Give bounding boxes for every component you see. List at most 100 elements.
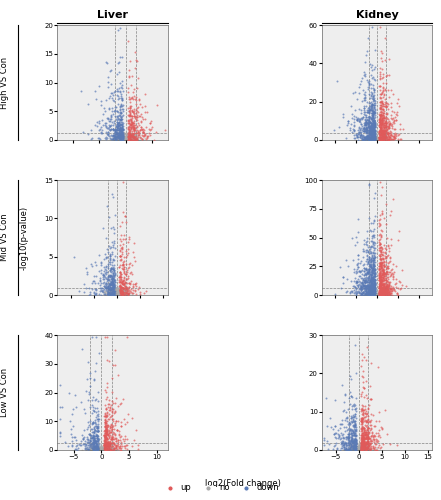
Point <box>358 283 365 291</box>
Point <box>355 446 362 454</box>
Point <box>377 136 385 143</box>
Point <box>365 108 372 116</box>
Point <box>97 446 104 454</box>
Point <box>107 66 114 74</box>
Point <box>359 446 366 454</box>
Point <box>378 118 385 126</box>
Point <box>363 126 370 134</box>
Point <box>101 442 108 450</box>
Point <box>109 290 116 298</box>
Point <box>118 290 125 298</box>
Point <box>375 291 382 299</box>
Point <box>353 444 360 452</box>
Point <box>349 428 356 436</box>
Point <box>373 291 380 299</box>
Point <box>377 282 384 290</box>
Point <box>121 264 128 272</box>
Point <box>104 445 111 453</box>
Point <box>377 280 384 287</box>
Point <box>355 446 362 454</box>
Point <box>102 440 109 448</box>
Point <box>376 135 383 143</box>
Point <box>370 291 377 299</box>
Point <box>374 134 381 142</box>
Point <box>118 132 125 140</box>
Point <box>91 445 98 453</box>
Point <box>370 271 377 279</box>
Point <box>102 433 109 441</box>
Point <box>110 276 117 284</box>
Point <box>120 438 127 446</box>
Point <box>117 136 124 144</box>
Point <box>338 381 345 389</box>
Point <box>364 280 371 287</box>
Point <box>103 428 110 436</box>
Point <box>365 265 372 273</box>
Point <box>365 136 372 144</box>
Point <box>370 291 377 299</box>
Point <box>92 278 99 286</box>
Point <box>386 291 393 299</box>
Point <box>119 284 126 292</box>
Point <box>103 445 110 453</box>
Point <box>367 291 374 299</box>
Point <box>376 290 383 298</box>
Point <box>153 128 160 136</box>
Point <box>338 420 345 428</box>
Point <box>385 280 392 287</box>
Point <box>124 290 131 298</box>
Point <box>371 290 378 298</box>
Point <box>377 101 385 109</box>
Point <box>376 136 383 144</box>
Point <box>357 446 364 454</box>
Point <box>367 130 374 138</box>
Point <box>371 291 378 299</box>
Point <box>128 129 135 137</box>
Point <box>368 291 375 299</box>
Point <box>379 70 386 78</box>
Point <box>365 272 372 280</box>
Point <box>349 444 356 452</box>
Point <box>369 135 376 143</box>
Point <box>356 444 363 452</box>
Point <box>117 118 124 126</box>
Point <box>358 442 365 450</box>
Point <box>88 428 95 436</box>
Point <box>354 446 361 454</box>
Point <box>113 290 120 298</box>
Point <box>357 286 364 294</box>
Point <box>101 386 108 394</box>
Point <box>116 289 123 297</box>
Point <box>380 109 387 117</box>
Point <box>380 290 387 298</box>
Point <box>125 132 132 140</box>
Point <box>97 444 105 452</box>
Point <box>90 422 97 430</box>
Point <box>112 134 119 142</box>
Point <box>117 252 124 260</box>
Point <box>346 445 353 453</box>
Point <box>370 291 377 299</box>
Point <box>377 290 384 298</box>
Point <box>116 135 123 143</box>
Point <box>357 444 364 452</box>
Point <box>378 134 385 142</box>
Point <box>370 134 377 142</box>
Point <box>368 286 375 294</box>
Point <box>104 284 111 292</box>
Point <box>365 286 372 294</box>
Point <box>113 286 120 294</box>
Point <box>348 442 355 450</box>
Point <box>377 290 384 298</box>
Point <box>123 136 130 143</box>
Point <box>81 445 88 453</box>
Point <box>120 274 127 282</box>
Point <box>354 446 361 454</box>
Point <box>377 120 385 128</box>
Point <box>351 446 358 454</box>
Point <box>120 134 127 142</box>
Point <box>378 132 385 140</box>
Point <box>89 420 96 428</box>
Point <box>378 136 385 144</box>
Point <box>114 288 121 296</box>
